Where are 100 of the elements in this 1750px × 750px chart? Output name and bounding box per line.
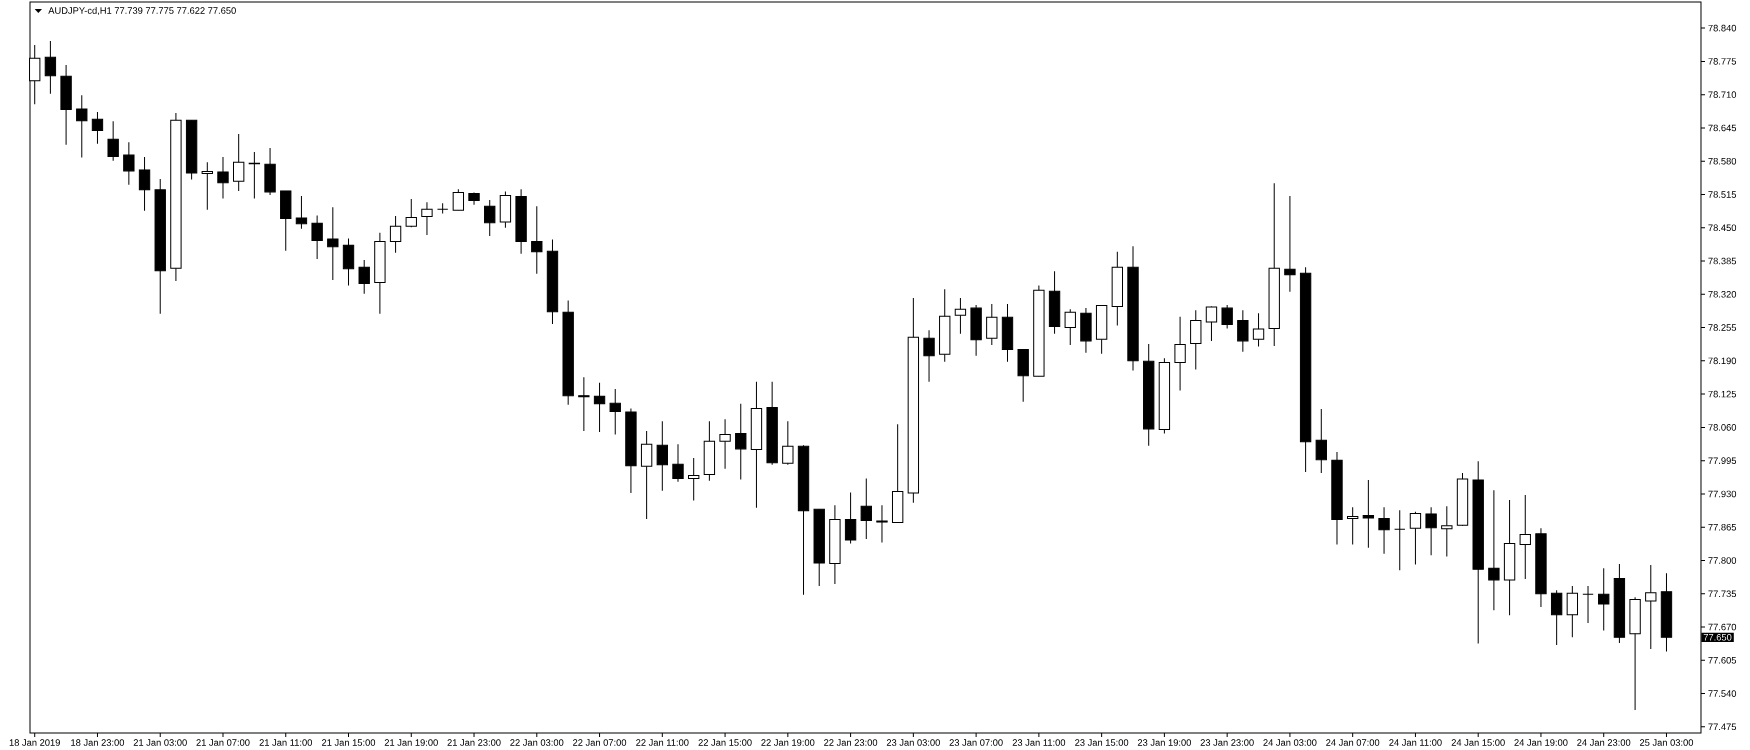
candlestick bbox=[531, 205, 543, 275]
y-tick-label: 78.645 bbox=[1708, 124, 1737, 132]
y-tick-label: 78.515 bbox=[1708, 191, 1737, 198]
candlestick bbox=[1362, 479, 1375, 549]
candlestick bbox=[954, 297, 967, 335]
x-tick-label: 21 Jan 03:00 bbox=[133, 739, 187, 746]
candlestick bbox=[923, 329, 935, 383]
x-tick-label: 23 Jan 15:00 bbox=[1075, 739, 1129, 746]
x-tick-label: 18 Jan 23:00 bbox=[71, 739, 125, 746]
candlestick bbox=[76, 94, 88, 159]
text: 77.650 bbox=[1703, 633, 1732, 641]
x-tick-label: 24 Jan 19:00 bbox=[1514, 739, 1568, 746]
x-tick-label: 24 Jan 03:00 bbox=[1263, 739, 1317, 746]
candlestick bbox=[123, 141, 135, 186]
candlestick bbox=[1064, 308, 1076, 346]
x-tick-label: 23 Jan 11:00 bbox=[1012, 739, 1066, 746]
candlestick bbox=[1550, 589, 1563, 646]
candlestick bbox=[327, 206, 339, 281]
candlestick bbox=[844, 491, 857, 545]
y-tick-label: 78.580 bbox=[1708, 157, 1737, 165]
x-tick-label: 21 Jan 11:00 bbox=[259, 739, 313, 746]
y-tick-label: 77.865 bbox=[1708, 523, 1737, 531]
y-tick-label: 77.670 bbox=[1708, 623, 1737, 631]
x-tick-label: 21 Jan 23:00 bbox=[447, 739, 501, 746]
y-tick-label: 78.255 bbox=[1708, 324, 1737, 331]
candlestick bbox=[1645, 564, 1657, 650]
y-tick-label: 77.995 bbox=[1708, 457, 1737, 464]
candlestick bbox=[484, 199, 496, 237]
x-tick-label: 21 Jan 19:00 bbox=[384, 739, 438, 746]
x-tick-label: 22 Jan 19:00 bbox=[761, 739, 815, 746]
candlestick bbox=[1394, 509, 1406, 571]
candlestick bbox=[1441, 505, 1453, 557]
x-tick-label: 25 Jan 03:00 bbox=[1639, 739, 1694, 746]
x-tick-label: 22 Jan 23:00 bbox=[824, 739, 878, 746]
x-tick-label: 24 Jan 15:00 bbox=[1451, 739, 1505, 746]
x-tick-label: 18 Jan 2019 bbox=[9, 739, 60, 746]
x-tick-label: 24 Jan 23:00 bbox=[1577, 739, 1631, 746]
candlestick bbox=[44, 40, 57, 95]
candlestick bbox=[688, 457, 700, 502]
candlestick bbox=[1425, 506, 1437, 556]
x-tick-label: 23 Jan 19:00 bbox=[1137, 739, 1191, 746]
candlestick bbox=[1190, 309, 1202, 371]
candlestick bbox=[1284, 195, 1296, 293]
y-tick-label: 77.540 bbox=[1708, 690, 1737, 697]
x-tick-label: 24 Jan 07:00 bbox=[1326, 739, 1380, 746]
candlestick bbox=[1519, 494, 1531, 580]
candlestick bbox=[782, 420, 794, 466]
candlestick bbox=[311, 214, 323, 260]
candlestick bbox=[1488, 489, 1500, 611]
candlestick bbox=[436, 202, 449, 214]
candlestick bbox=[986, 303, 998, 346]
x-tick-label: 22 Jan 07:00 bbox=[573, 739, 627, 746]
candlestick bbox=[735, 403, 747, 481]
y-tick-label: 78.450 bbox=[1708, 224, 1737, 232]
candlestick bbox=[1566, 585, 1579, 638]
x-tick-label: 22 Jan 15:00 bbox=[698, 739, 752, 746]
candlestick bbox=[1598, 567, 1610, 632]
y-tick-label: 78.385 bbox=[1708, 257, 1737, 265]
candlestick bbox=[217, 156, 229, 200]
candlestick bbox=[609, 388, 621, 436]
x-tick-label: 23 Jan 23:00 bbox=[1200, 739, 1254, 746]
candlestick bbox=[1378, 506, 1390, 555]
y-tick-label: 77.475 bbox=[1708, 723, 1737, 731]
y-tick-label: 78.840 bbox=[1708, 24, 1737, 32]
candlestick bbox=[405, 198, 417, 228]
y-tick-label: 77.735 bbox=[1708, 590, 1737, 598]
candlestick bbox=[1582, 585, 1594, 624]
chart-title: AUDJPY-cd,H1 77.739 77.775 77.622 77.650 bbox=[48, 7, 236, 15]
candlestick bbox=[860, 478, 872, 540]
candlestick bbox=[295, 195, 308, 230]
candlestick bbox=[1252, 312, 1265, 348]
x-tick-label: 24 Jan 11:00 bbox=[1389, 739, 1442, 746]
y-tick-label: 77.930 bbox=[1708, 490, 1737, 498]
candlestick bbox=[389, 215, 402, 254]
candlestick bbox=[342, 237, 355, 287]
y-tick-label: 78.775 bbox=[1708, 58, 1737, 65]
y-tick-label: 78.710 bbox=[1708, 91, 1737, 98]
candlestick bbox=[452, 188, 465, 211]
candlestick bbox=[578, 376, 590, 432]
x-tick-label: 21 Jan 07:00 bbox=[196, 739, 250, 746]
candlestick bbox=[672, 443, 684, 483]
candlestick bbox=[91, 111, 104, 145]
x-tick-label: 22 Jan 11:00 bbox=[636, 739, 689, 746]
candlestick bbox=[1174, 316, 1186, 392]
x-tick-label: 22 Jan 03:00 bbox=[510, 739, 564, 746]
candlestick bbox=[1409, 511, 1422, 566]
candlestick bbox=[719, 418, 731, 470]
candlestick bbox=[201, 161, 213, 211]
candlestick bbox=[1205, 306, 1218, 342]
candlestick bbox=[1221, 304, 1233, 330]
y-tick-label: 78.060 bbox=[1708, 424, 1737, 431]
candlestick bbox=[421, 201, 433, 236]
candlestick bbox=[107, 120, 119, 162]
candlestick bbox=[1237, 309, 1249, 353]
candlestick bbox=[656, 420, 668, 492]
candlestick bbox=[640, 430, 653, 520]
candlestick bbox=[593, 382, 606, 433]
y-tick-label: 78.125 bbox=[1708, 390, 1737, 398]
y-tick-label: 77.800 bbox=[1708, 557, 1737, 564]
candlestick bbox=[138, 156, 151, 212]
